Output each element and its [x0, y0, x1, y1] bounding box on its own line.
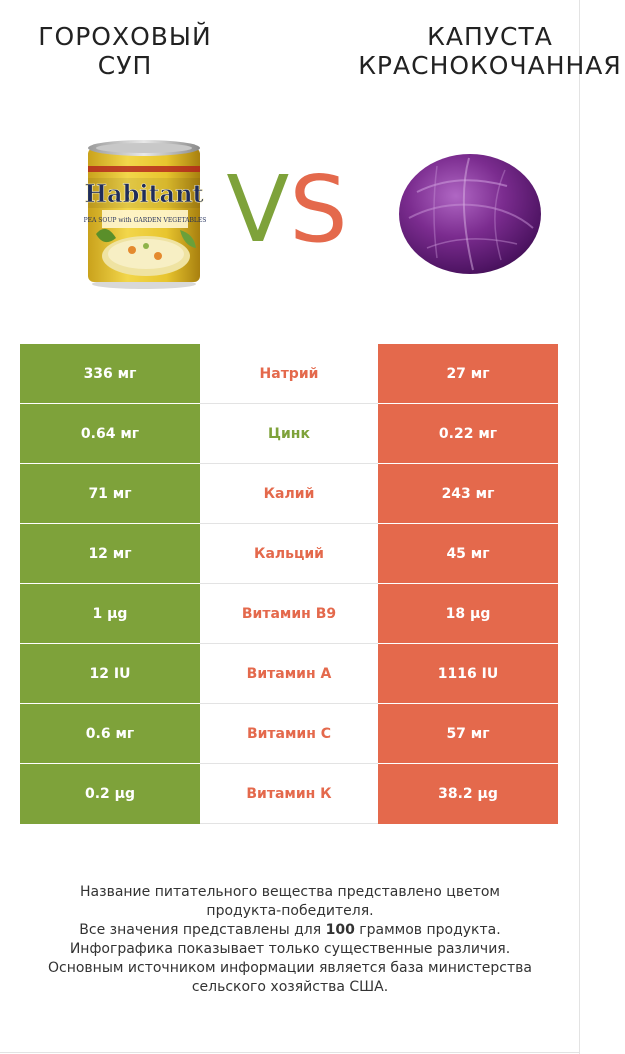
left-value-cell: 1 µg: [20, 584, 200, 644]
nutrient-name-cell: Кальций: [200, 524, 378, 584]
right-title-line1: КАПУСТА: [427, 22, 553, 51]
table-row: 0.64 мг Цинк 0.22 мг: [20, 404, 558, 464]
nutrient-name-cell: Витамин A: [200, 644, 378, 704]
can-brand-text: Habitant: [84, 179, 203, 208]
right-value-cell: 243 мг: [378, 464, 558, 524]
nutrient-name-cell: Натрий: [200, 344, 378, 404]
right-value-cell: 57 мг: [378, 704, 558, 764]
right-value-cell: 27 мг: [378, 344, 558, 404]
left-value-cell: 71 мг: [20, 464, 200, 524]
table-row: 12 IU Витамин A 1116 IU: [20, 644, 558, 704]
right-value-cell: 38.2 µg: [378, 764, 558, 824]
vs-label: VS: [222, 160, 352, 260]
right-value-cell: 0.22 мг: [378, 404, 558, 464]
table-row: 1 µg Витамин B9 18 µg: [20, 584, 558, 644]
footer-line: Название питательного вещества представл…: [80, 884, 500, 900]
table-row: 71 мг Калий 243 мг: [20, 464, 558, 524]
right-value-cell: 45 мг: [378, 524, 558, 584]
right-title-line2: КРАСНОКОЧАННАЯ: [358, 51, 622, 80]
table-row: 0.6 мг Витамин C 57 мг: [20, 704, 558, 764]
left-value-cell: 12 мг: [20, 524, 200, 584]
right-product-title: КАПУСТА КРАСНОКОЧАННАЯ: [355, 22, 625, 80]
footer-line: Основным источником информации является …: [48, 960, 532, 976]
left-value-cell: 0.6 мг: [20, 704, 200, 764]
footer-line: Все значения представлены для 100 граммо…: [79, 922, 501, 938]
left-value-cell: 0.2 µg: [20, 764, 200, 824]
left-value-cell: 12 IU: [20, 644, 200, 704]
pea-soup-can-image: Habitant PEA SOUP with GARDEN VEGETABLES: [84, 140, 207, 289]
right-border: [579, 0, 580, 1054]
nutrient-name-cell: Витамин К: [200, 764, 378, 824]
left-title-line2: СУП: [97, 51, 153, 80]
can-product-text: PEA SOUP with GARDEN VEGETABLES: [84, 217, 207, 224]
table-row: 336 мг Натрий 27 мг: [20, 344, 558, 404]
bottom-border: [0, 1052, 580, 1053]
left-value-cell: 0.64 мг: [20, 404, 200, 464]
footer-line: Инфографика показывает только существенн…: [69, 941, 511, 957]
nutrient-name-cell: Калий: [200, 464, 378, 524]
left-value-cell: 336 мг: [20, 344, 200, 404]
right-value-cell: 1116 IU: [378, 644, 558, 704]
footer-line: продукта-победителя.: [206, 903, 374, 919]
nutrient-name-cell: Цинк: [200, 404, 378, 464]
table-row: 0.2 µg Витамин К 38.2 µg: [20, 764, 558, 824]
nutrient-name-cell: Витамин C: [200, 704, 378, 764]
nutrient-name-cell: Витамин B9: [200, 584, 378, 644]
right-value-cell: 18 µg: [378, 584, 558, 644]
table-row: 12 мг Кальций 45 мг: [20, 524, 558, 584]
left-title-line1: ГОРОХОВЫЙ: [38, 22, 212, 51]
vs-letter-s: S: [289, 156, 348, 263]
left-product-title: ГОРОХОВЫЙ СУП: [20, 22, 230, 80]
footer-line: сельского хозяйства США.: [191, 979, 389, 995]
nutrient-comparison-table: 336 мг Натрий 27 мг 0.64 мг Цинк 0.22 мг 71 мг…: [20, 344, 558, 824]
red-cabbage-image: [399, 154, 541, 274]
vs-letter-v: V: [226, 156, 290, 263]
footer-notes: Название питательного вещества представл…: [20, 883, 560, 997]
